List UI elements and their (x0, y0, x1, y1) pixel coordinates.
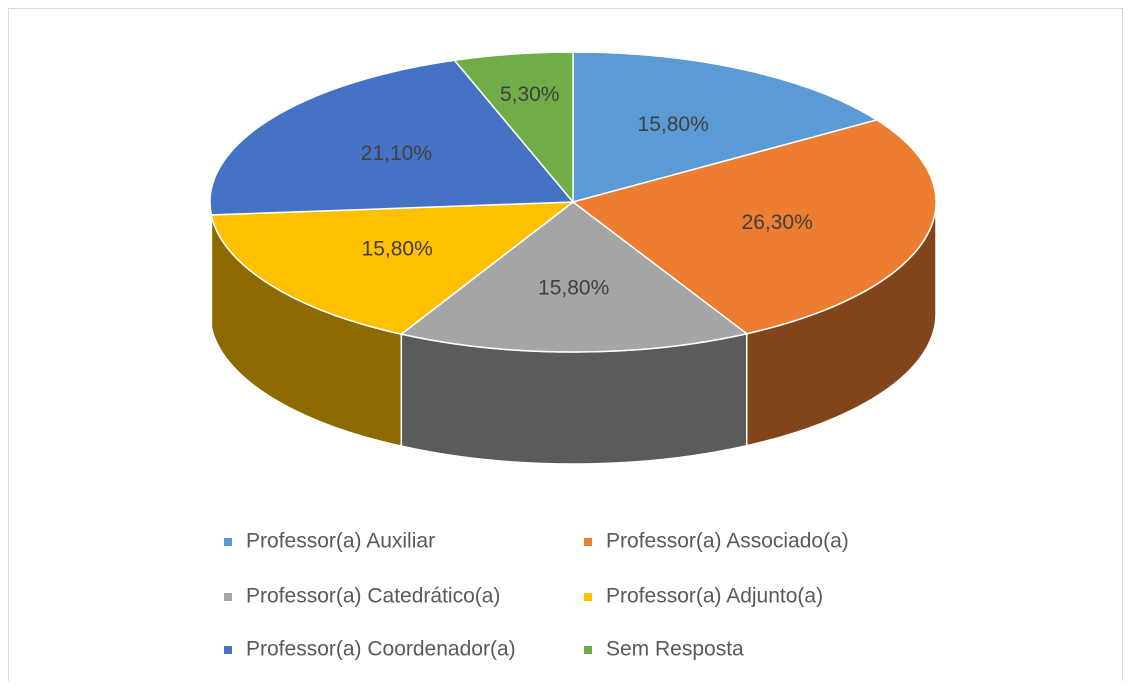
legend-label: Professor(a) Auxiliar (246, 530, 435, 553)
data-label: 5,30% (500, 83, 560, 106)
legend-swatch (224, 646, 232, 654)
legend-label: Professor(a) Associado(a) (606, 530, 849, 553)
slice (571, 119, 937, 335)
slice (209, 59, 575, 216)
data-label: 26,30% (742, 211, 813, 234)
slice (453, 51, 574, 205)
data-label: 15,80% (638, 113, 709, 136)
data-label: 21,10% (361, 142, 432, 165)
legend-swatch (584, 646, 592, 654)
legend-swatch (584, 538, 592, 546)
legend-swatch (584, 593, 592, 601)
slice (572, 51, 879, 203)
data-label: 15,80% (362, 237, 433, 260)
legend-label: Professor(a) Catedrático(a) (246, 585, 500, 608)
legend-swatch (224, 593, 232, 601)
legend-label: Professor(a) Coordenador(a) (246, 638, 516, 661)
slice (399, 201, 749, 353)
legend-label: Sem Resposta (606, 638, 744, 661)
legend-swatch (224, 538, 232, 546)
slice-side (209, 201, 213, 328)
slice (210, 201, 576, 335)
data-label: 15,80% (538, 277, 609, 300)
legend-label: Professor(a) Adjunto(a) (606, 585, 823, 608)
slice-side (400, 332, 748, 465)
